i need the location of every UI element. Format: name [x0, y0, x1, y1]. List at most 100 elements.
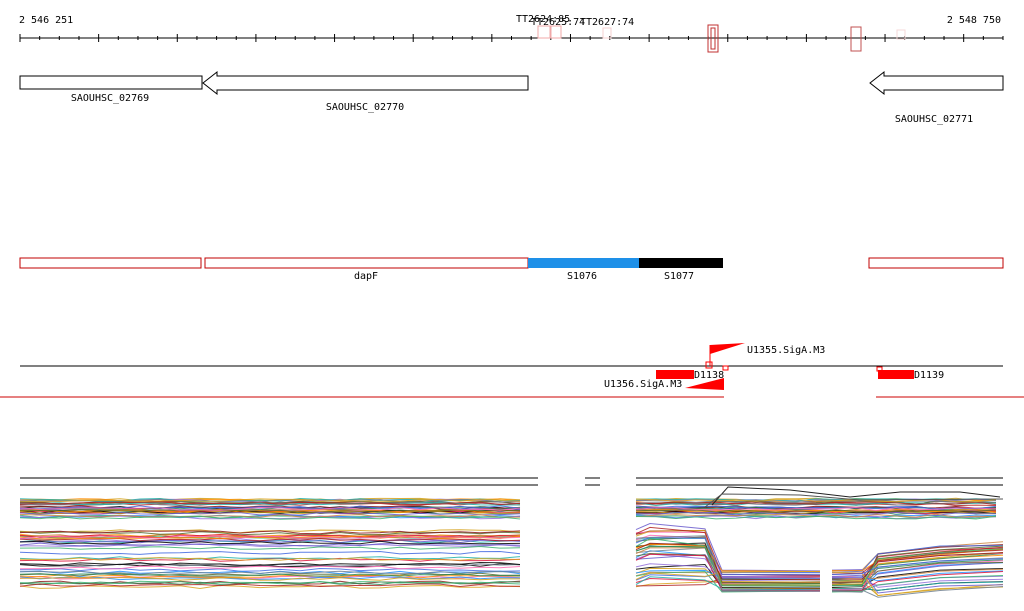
expression-profile-line: [19, 576, 520, 581]
expression-profile-line: [635, 580, 821, 588]
annotation-label: dapF: [354, 271, 378, 282]
expression-profile-line: [19, 550, 521, 555]
terminator-marker[interactable]: [850, 26, 862, 52]
feature-marker: [722, 365, 729, 371]
expression-profile-line: [635, 537, 821, 587]
expression-profile-line: [635, 522, 821, 572]
annotation-box-s1076[interactable]: [528, 258, 639, 268]
expression-profile-line: [19, 542, 521, 547]
expression-profile-line: [19, 557, 521, 561]
terminator-marker[interactable]: [550, 25, 562, 39]
expression-profile-line: [831, 576, 1004, 588]
expression-profile-line: [19, 545, 521, 550]
ruler-ticks: [19, 34, 1004, 42]
expression-profile-line: [19, 501, 521, 506]
expression-profile-line: [19, 502, 521, 506]
expression-profile-line: [831, 561, 1004, 577]
terminator-label: TT2627:74: [580, 17, 634, 28]
expression-profile-line: [831, 581, 1004, 591]
expression-profile-line: [19, 506, 521, 511]
expression-profile-line: [635, 576, 821, 591]
terminator-marker[interactable]: [707, 24, 719, 53]
expression-profile-line: [20, 580, 521, 585]
expression-profile-line: [19, 574, 521, 579]
expression-profile-line: [19, 583, 520, 588]
expression-profile-line: [19, 584, 521, 590]
expression-profile-line: [19, 535, 521, 540]
expression-profile-line: [635, 563, 821, 589]
expression-profile-line: [704, 493, 1004, 508]
expression-profile-line: [635, 570, 821, 580]
feature-label: D1139: [914, 370, 944, 381]
expression-profile-line: [635, 553, 821, 582]
expression-profile-line: [19, 539, 521, 544]
expression-profile-line: [635, 535, 821, 592]
expression-profile-line: [832, 545, 1004, 583]
expression-profile-line: [19, 509, 521, 513]
expression-profile-line: [19, 513, 520, 518]
expression-profile-line: [19, 573, 521, 577]
annotation-track: dapF S1076 S1077: [19, 257, 1004, 282]
expression-profile-track: [19, 477, 1004, 598]
annotation-box-s1077[interactable]: [639, 258, 723, 268]
terminator-label: TT2625:74: [531, 17, 585, 28]
expression-profile-line: [711, 486, 1001, 506]
expression-profile-line: [635, 563, 821, 579]
annotation-label: S1077: [664, 271, 694, 282]
expression-profile-line: [635, 536, 821, 576]
expression-profile-line: [831, 569, 1004, 594]
gene-track: SAOUHSC_02769 SAOUHSC_02770 SAOUHSC_0277…: [19, 70, 1004, 125]
terminator-track: TT2624:85 TT2625:74 TT2627:74: [516, 14, 906, 53]
terminator-marker[interactable]: [537, 25, 551, 39]
terminator-marker[interactable]: [896, 29, 906, 40]
expression-profile-line: [831, 553, 1004, 586]
gene-label: SAOUHSC_02770: [326, 102, 404, 113]
annotation-box-dapf[interactable]: [204, 257, 529, 269]
expression-profile-line: [832, 548, 1004, 587]
expression-profile-line: [19, 530, 521, 535]
feature-label: U1355.SigA.M3: [747, 345, 825, 356]
expression-profile-line: [635, 545, 821, 585]
expression-profile-line: [19, 498, 521, 503]
expression-profile-line: [19, 539, 521, 544]
feature-track: U1355.SigA.M3 D1138 U1356.SigA.M3 D1139: [0, 343, 1024, 398]
end-coordinate: 2 548 750: [947, 15, 1001, 26]
expression-profile-line: [831, 545, 1004, 574]
expression-profile-line: [19, 540, 521, 545]
gene-label: SAOUHSC_02769: [71, 93, 149, 104]
expression-profile-line: [19, 535, 521, 539]
expression-profile-line: [635, 499, 997, 503]
expression-profile-line: [635, 511, 997, 516]
expression-profile-line: [19, 565, 521, 570]
expression-profile-line: [19, 556, 521, 560]
expression-profile-line: [19, 581, 521, 586]
coordinate-ruler: 2 546 251 2 548 750: [19, 15, 1004, 42]
expression-profile-line: [19, 570, 521, 575]
expression-profile-line: [19, 561, 521, 566]
annotation-box[interactable]: [19, 257, 202, 269]
feature-box-d1138[interactable]: [656, 370, 694, 379]
annotation-box[interactable]: [868, 257, 1004, 269]
terminator-marker[interactable]: [602, 27, 612, 39]
gene-arrow-saouhsc-02770[interactable]: [202, 70, 529, 96]
terminator-label: TT2624:85: [516, 14, 570, 25]
expression-profile-line: [831, 586, 1004, 598]
gene-arrow-saouhsc-02771[interactable]: [869, 70, 1004, 96]
gene-arrow-saouhsc-02769[interactable]: [19, 75, 203, 90]
expression-profile-line: [19, 515, 521, 520]
start-coordinate: 2 546 251: [19, 15, 73, 26]
expression-profile-line: [19, 510, 521, 515]
promoter-arrow-u1356[interactable]: [685, 378, 724, 390]
annotation-label: S1076: [567, 271, 597, 282]
expression-profile-line: [635, 506, 997, 512]
expression-profile-line: [831, 558, 1004, 576]
promoter-arrow-u1355[interactable]: [710, 343, 745, 354]
expression-profile-line: [19, 506, 521, 511]
feature-box-d1139[interactable]: [878, 370, 914, 379]
feature-label: U1356.SigA.M3: [604, 379, 682, 390]
gene-label: SAOUHSC_02771: [895, 114, 973, 125]
expression-profile-line: [635, 515, 997, 520]
terminator-marker-inner: [710, 27, 716, 50]
expression-profile-line: [19, 511, 521, 516]
